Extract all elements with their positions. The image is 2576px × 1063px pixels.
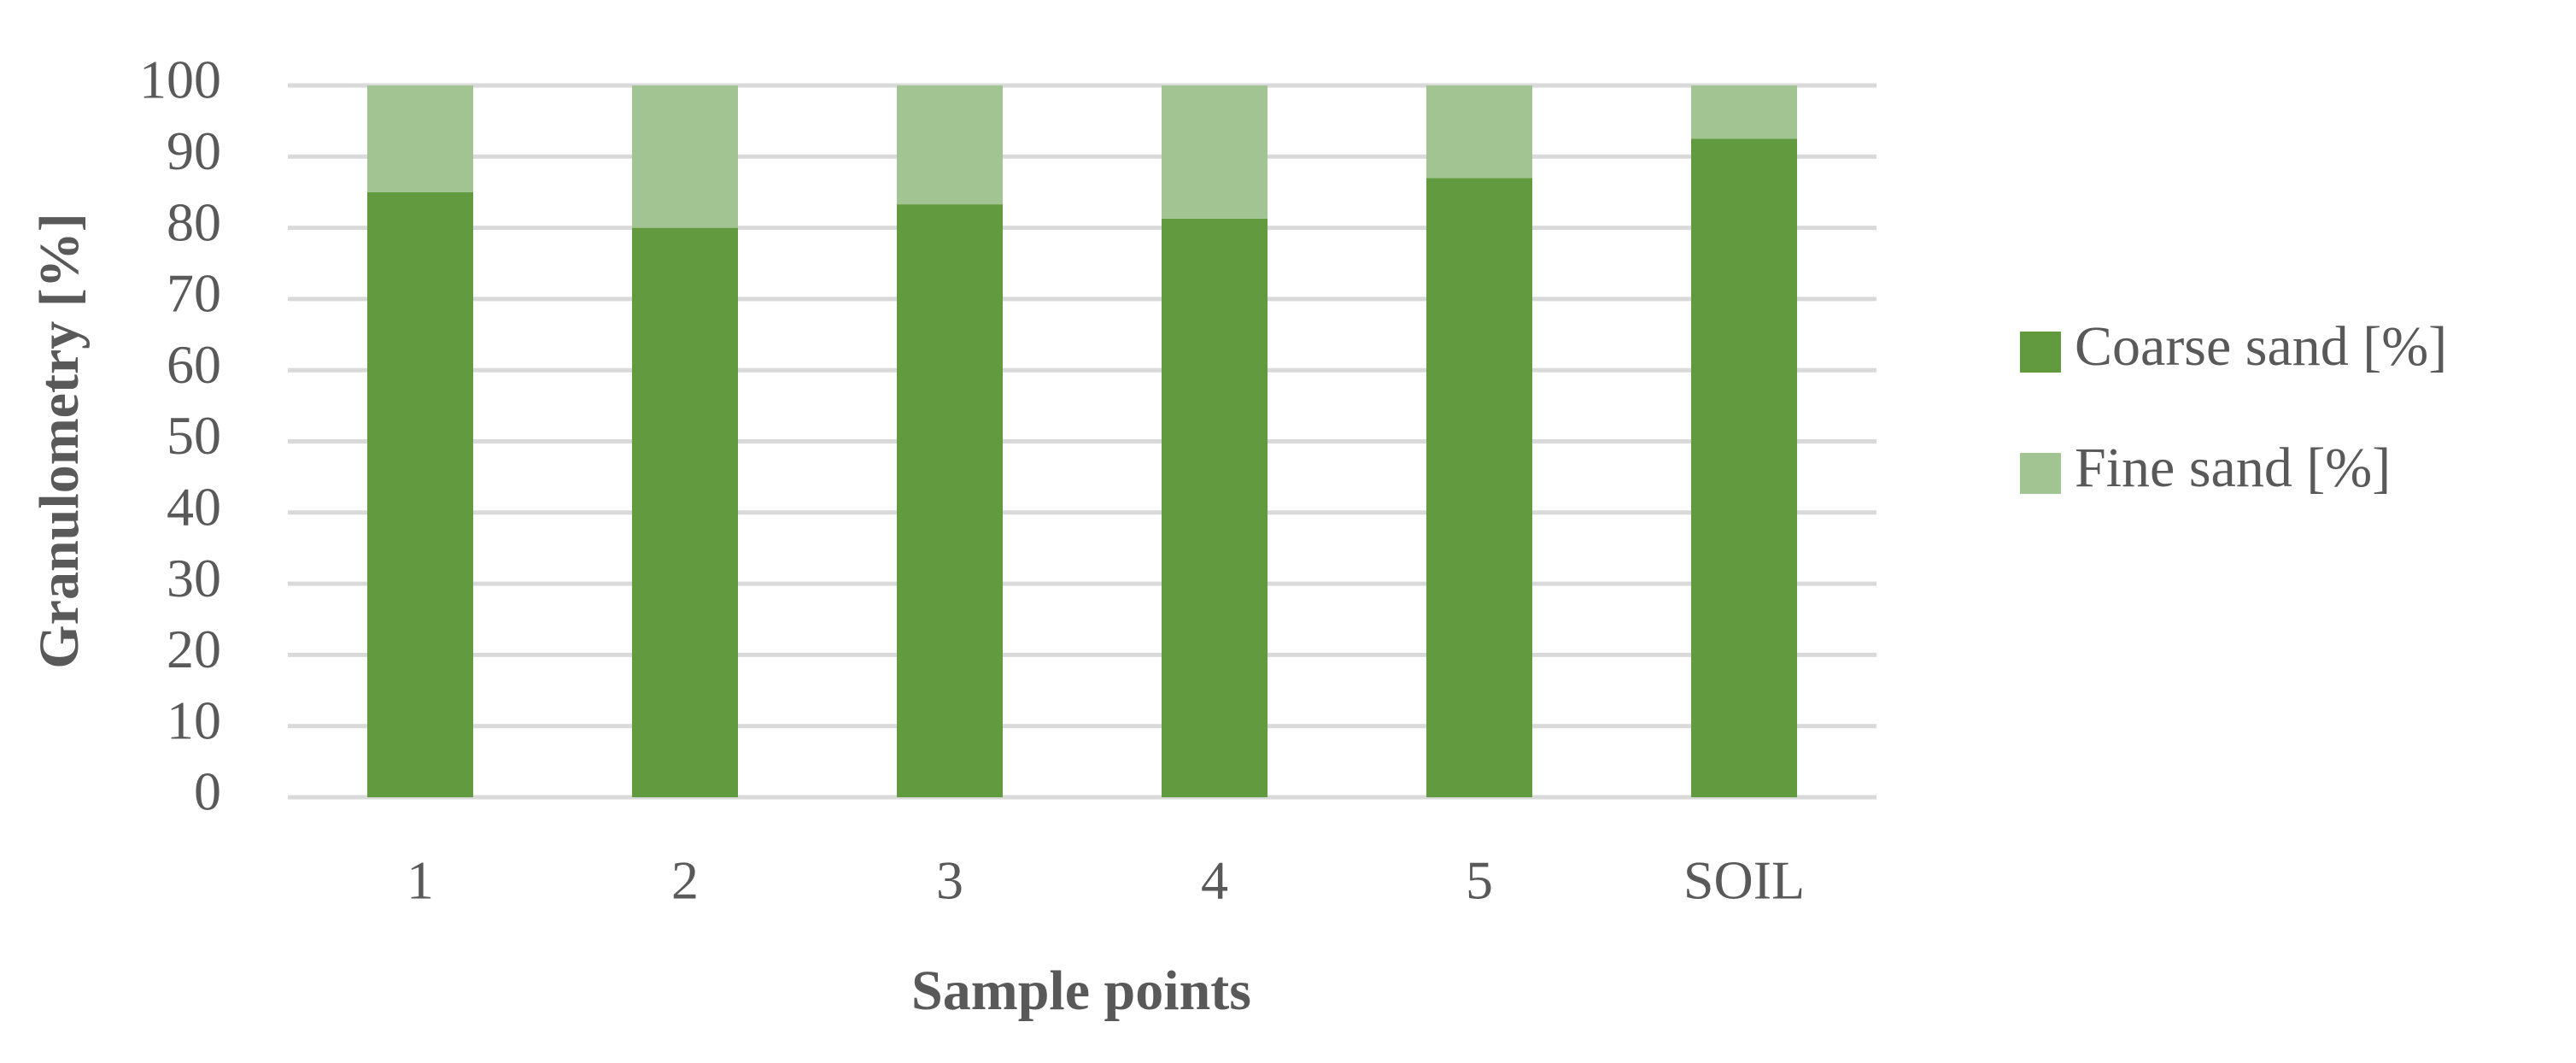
y-tick-label: 10 (167, 690, 221, 750)
x-tick-label: 3 (936, 850, 963, 911)
bar-segment (897, 204, 1003, 798)
y-tick-label: 40 (167, 476, 221, 537)
x-tick-label: 5 (1466, 850, 1493, 911)
y-tick-label: 30 (167, 548, 221, 608)
legend-label: Fine sand [%] (2075, 437, 2391, 499)
legend-label: Coarse sand [%] (2075, 315, 2447, 378)
bar-segment (1691, 138, 1797, 798)
y-tick-label: 20 (167, 619, 221, 679)
bar-segment (1426, 178, 1532, 798)
x-tick-label: 1 (407, 850, 434, 911)
bar-segment (1162, 218, 1268, 797)
x-tick-label: 2 (671, 850, 699, 911)
legend-swatch (2020, 453, 2061, 494)
bar-segment (1426, 85, 1532, 179)
bar-segment (1691, 85, 1797, 139)
bar-segment (367, 85, 473, 192)
bar-segment (632, 85, 738, 228)
y-tick-label: 70 (167, 263, 221, 324)
bar-segment (897, 85, 1003, 205)
y-tick-label: 60 (167, 334, 221, 395)
y-tick-label: 90 (167, 120, 221, 181)
bar-segment (367, 191, 473, 797)
y-tick-label: 0 (194, 761, 221, 822)
y-tick-label: 80 (167, 191, 221, 252)
bar-segment (1162, 85, 1268, 219)
y-axis-title: Granulometry [%] (28, 213, 91, 668)
y-tick-label: 50 (167, 405, 221, 466)
x-tick-label: 4 (1201, 850, 1228, 911)
x-tick-label: SOIL (1683, 850, 1805, 911)
bar-segment (632, 227, 738, 798)
legend-swatch (2020, 332, 2061, 373)
y-tick-label: 100 (139, 50, 221, 110)
x-axis-title: Sample points (911, 960, 1251, 1022)
